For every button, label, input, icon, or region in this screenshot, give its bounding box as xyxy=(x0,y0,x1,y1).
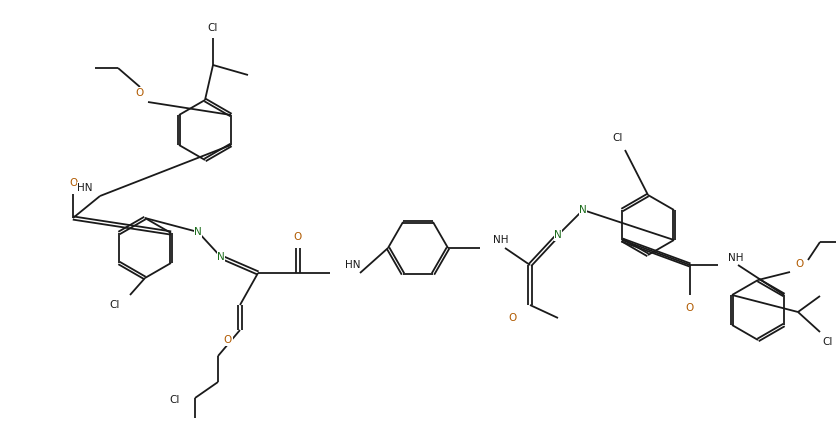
Text: N: N xyxy=(579,205,586,215)
Text: HN: HN xyxy=(344,260,360,270)
Text: N: N xyxy=(194,227,201,237)
Text: O: O xyxy=(69,178,77,188)
Text: Cl: Cl xyxy=(207,23,218,33)
Text: O: O xyxy=(685,303,693,313)
Text: Cl: Cl xyxy=(612,133,623,143)
Text: O: O xyxy=(508,313,517,323)
Text: O: O xyxy=(795,259,803,269)
Text: O: O xyxy=(135,88,144,98)
Text: N: N xyxy=(217,252,225,262)
Text: NH: NH xyxy=(727,253,742,263)
Text: N: N xyxy=(553,230,561,240)
Text: O: O xyxy=(223,335,232,345)
Text: Cl: Cl xyxy=(110,300,120,310)
Text: NH: NH xyxy=(492,235,508,245)
Text: HN: HN xyxy=(78,183,93,193)
Text: O: O xyxy=(293,232,302,242)
Text: Cl: Cl xyxy=(821,337,831,347)
Text: Cl: Cl xyxy=(170,395,180,405)
